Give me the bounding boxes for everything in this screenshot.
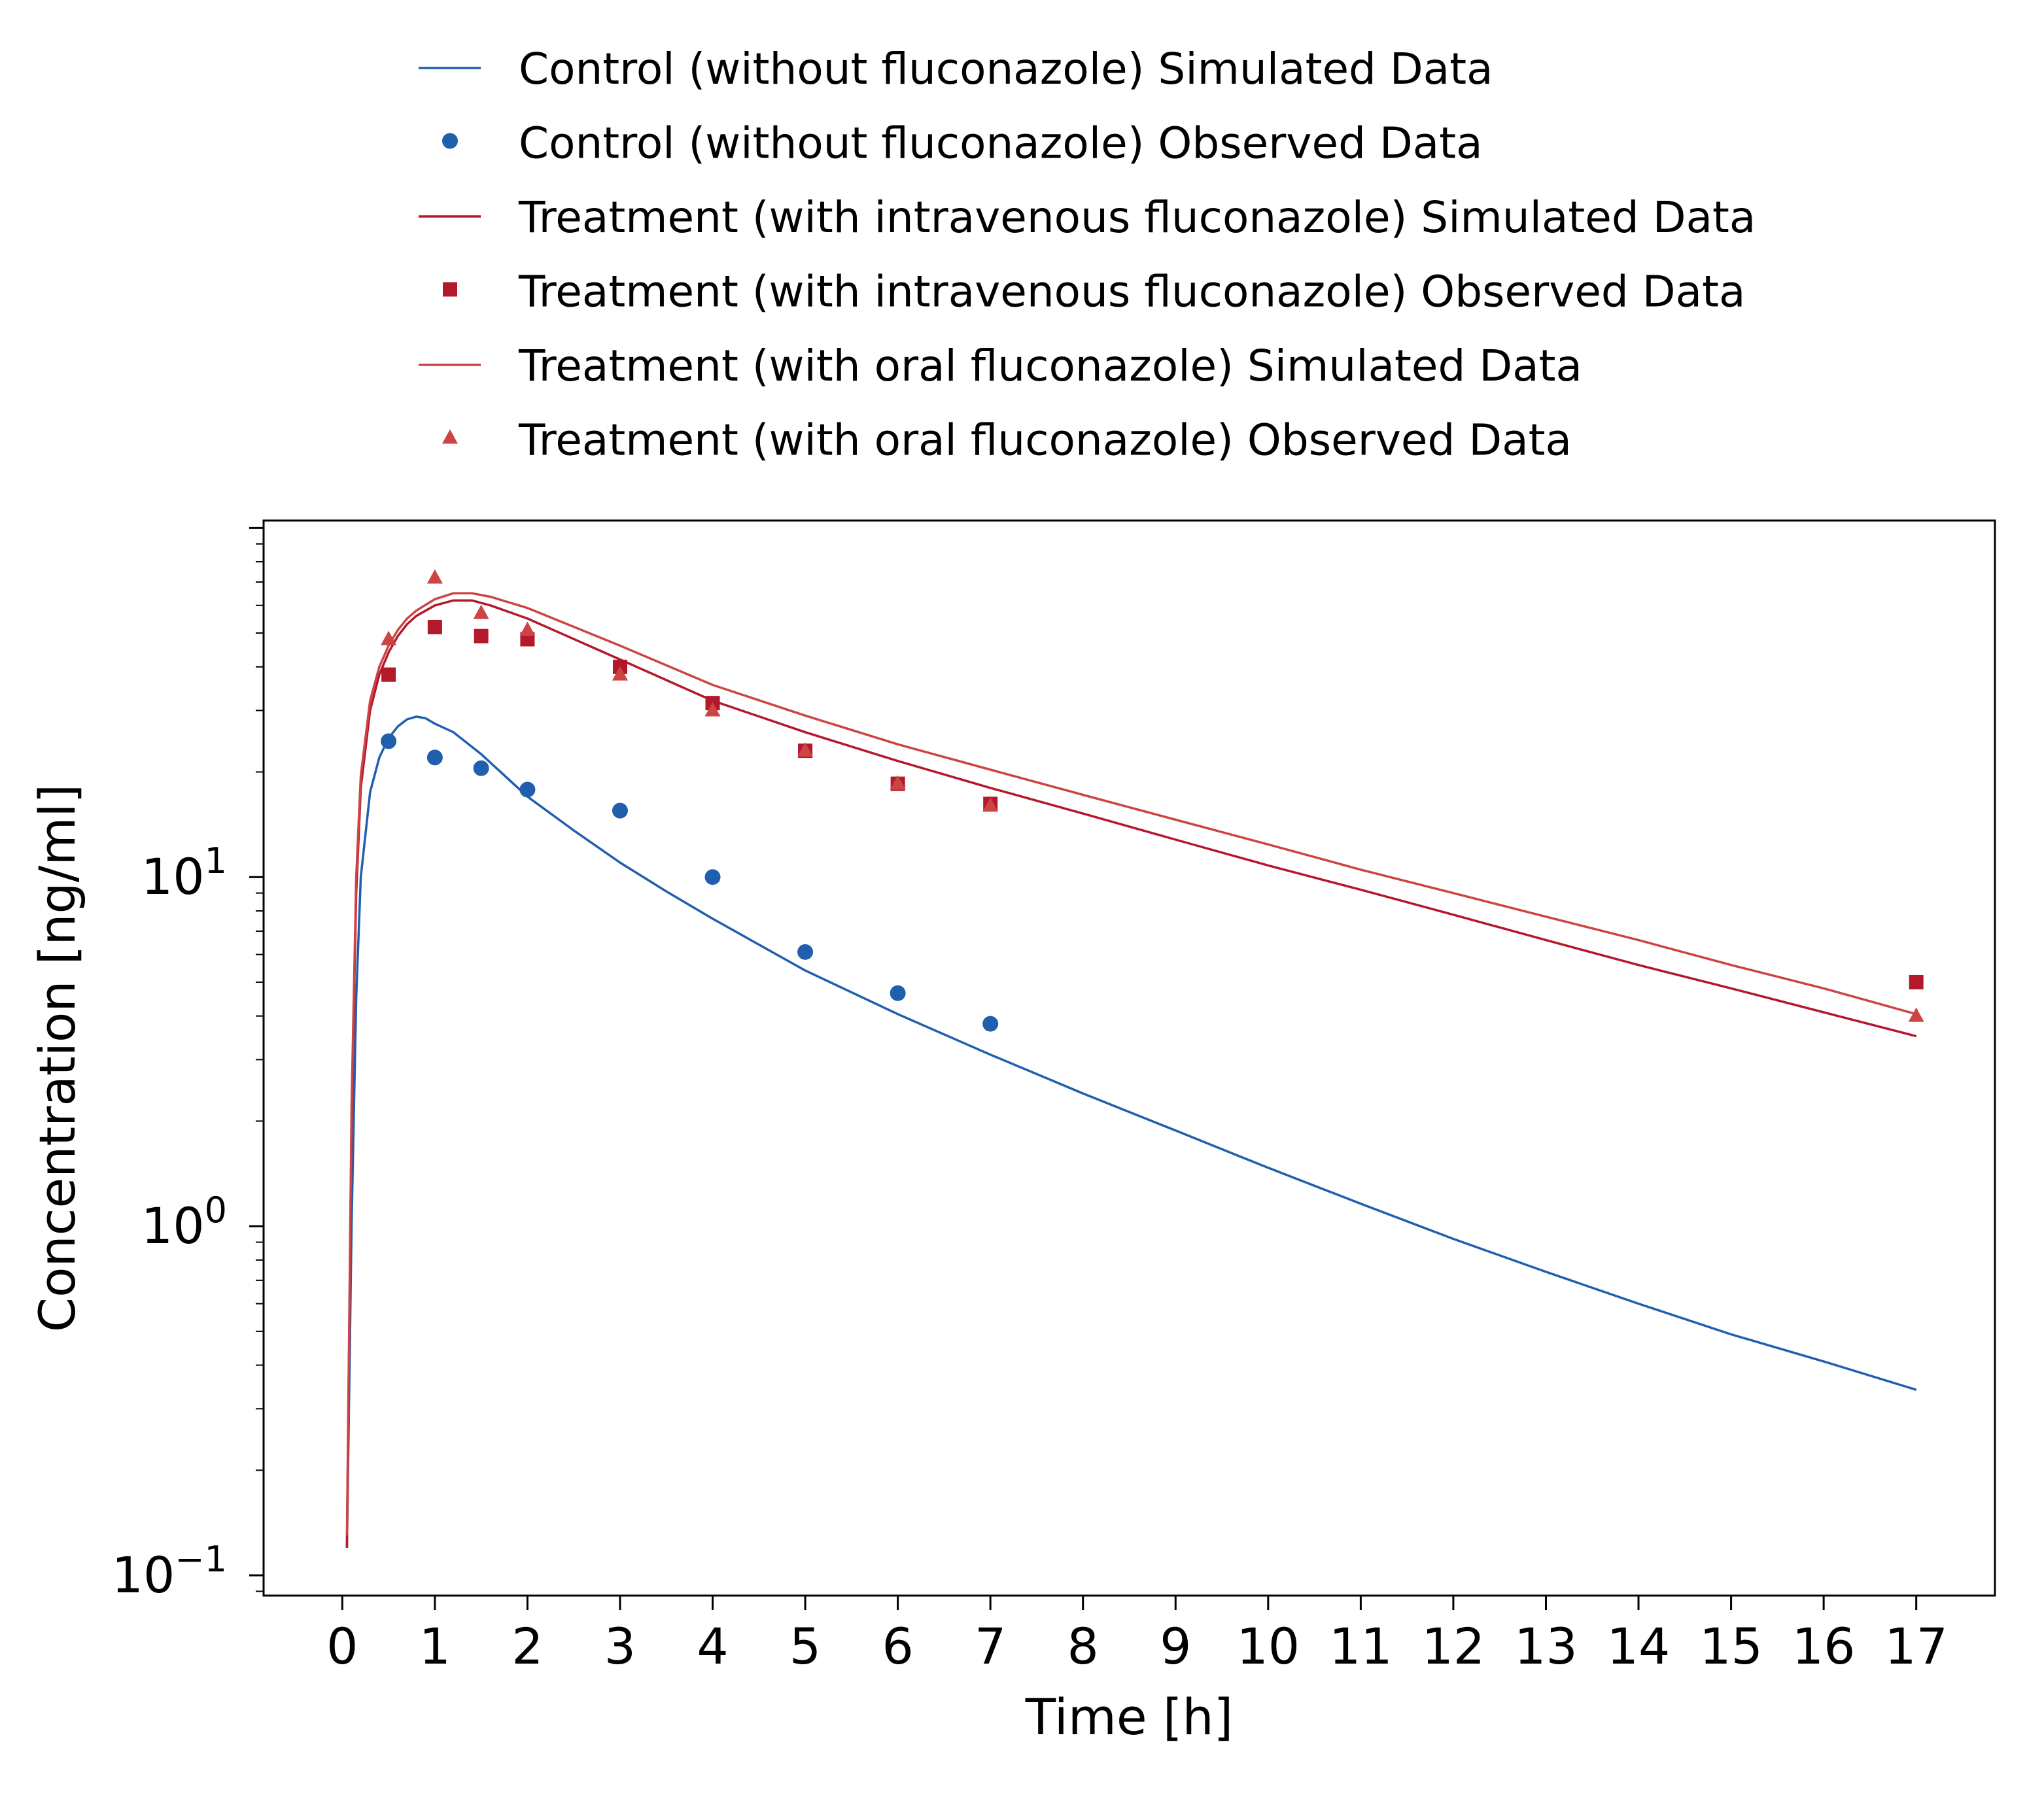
series-layer (345, 569, 1924, 1548)
legend-label-treatment-with-intravenous-fluconazole-simulated-data: Treatment (with intravenous fluconazole)… (518, 192, 1756, 243)
treatment-with-intravenous-fluconazole-observed-data-point (474, 628, 489, 643)
y-tick-label: 10−1 (112, 1539, 227, 1604)
x-tick-label: 16 (1792, 1617, 1856, 1675)
control-without-fluconazole-observed-data-point (426, 749, 443, 766)
x-tick-label: 8 (1067, 1617, 1099, 1675)
treatment-with-oral-fluconazole-observed-data-point (1908, 1007, 1924, 1022)
x-tick-label: 12 (1422, 1617, 1485, 1675)
treatment-with-oral-fluconazole-observed-data-point (704, 702, 721, 717)
legend-swatch-treatment-with-intravenous-fluconazole-observed-data (443, 282, 457, 297)
legend-swatch-control-without-fluconazole-observed-data (442, 133, 458, 149)
x-tick-label: 2 (511, 1617, 543, 1675)
x-axis-title: Time [h] (1025, 1688, 1234, 1746)
x-tick-label: 7 (975, 1617, 1006, 1675)
control-without-fluconazole-observed-data-point (890, 985, 906, 1001)
treatment-with-intravenous-fluconazole-observed-data-point (381, 667, 396, 682)
control-without-fluconazole-observed-data-point (704, 869, 721, 885)
x-tick-label: 3 (604, 1617, 636, 1675)
control-without-fluconazole-observed-data-point (797, 944, 814, 960)
treatment-with-oral-fluconazole-observed-data-point (612, 666, 628, 681)
x-tick-label: 1 (419, 1617, 451, 1675)
treatment-with-oral-fluconazole-observed-data-point (982, 797, 999, 812)
treatment-with-intravenous-fluconazole-observed-data-point (427, 619, 442, 634)
legend-label-control-without-fluconazole-simulated-data: Control (without fluconazole) Simulated … (519, 44, 1493, 94)
treatment-with-intravenous-fluconazole-simulated-data-line (345, 599, 1917, 1548)
treatment-with-intravenous-fluconazole-observed-data-point (1909, 974, 1924, 989)
legend-label-treatment-with-intravenous-fluconazole-observed-data: Treatment (with intravenous fluconazole)… (518, 267, 1745, 317)
legend-swatch-treatment-with-oral-fluconazole-observed-data (442, 429, 458, 444)
control-without-fluconazole-simulated-data-line (345, 715, 1917, 1548)
y-tick-label: 100 (141, 1189, 227, 1255)
x-tick-label: 0 (326, 1617, 358, 1675)
x-tick-label: 13 (1514, 1617, 1578, 1675)
x-tick-label: 5 (789, 1617, 821, 1675)
control-without-fluconazole-observed-data-point (519, 781, 536, 798)
x-tick-label: 14 (1607, 1617, 1671, 1675)
control-without-fluconazole-observed-data-point (381, 733, 397, 749)
y-axis: 10−1 100 101 (112, 526, 264, 1604)
control-without-fluconazole-observed-data-point (473, 760, 489, 776)
control-without-fluconazole-observed-data-point (982, 1016, 999, 1032)
treatment-with-oral-fluconazole-observed-data-point (797, 742, 814, 757)
y-tick-label: 101 (141, 840, 227, 906)
treatment-with-oral-fluconazole-simulated-data-line (345, 592, 1917, 1536)
x-axis: 0 1 2 3 4 5 6 7 8 9 10 11 12 13 14 15 16 17 (326, 1596, 1948, 1675)
control-without-fluconazole-observed-data-point (612, 802, 628, 819)
legend: Control (without fluconazole) Simulated … (419, 44, 1756, 466)
legend-label-treatment-with-oral-fluconazole-observed-data: Treatment (with oral fluconazole) Observ… (518, 415, 1572, 466)
y-axis-title: Concentration [ng/ml] (28, 784, 86, 1332)
x-tick-label: 6 (882, 1617, 913, 1675)
treatment-with-oral-fluconazole-observed-data-point (473, 604, 489, 619)
plot-frame (262, 519, 1996, 1597)
treatment-with-oral-fluconazole-observed-data-point (890, 775, 906, 790)
x-tick-label: 10 (1236, 1617, 1300, 1675)
x-tick-label: 11 (1329, 1617, 1393, 1675)
treatment-with-oral-fluconazole-observed-data-point (426, 569, 443, 584)
treatment-with-oral-fluconazole-observed-data-point (519, 621, 536, 636)
treatment-with-oral-fluconazole-observed-data-point (381, 630, 397, 645)
x-tick-label: 17 (1884, 1617, 1948, 1675)
legend-label-control-without-fluconazole-observed-data: Control (without fluconazole) Observed D… (519, 118, 1483, 169)
x-tick-label: 9 (1160, 1617, 1191, 1675)
x-tick-label: 15 (1699, 1617, 1763, 1675)
x-tick-label: 4 (697, 1617, 728, 1675)
legend-label-treatment-with-oral-fluconazole-simulated-data: Treatment (with oral fluconazole) Simula… (518, 341, 1582, 391)
